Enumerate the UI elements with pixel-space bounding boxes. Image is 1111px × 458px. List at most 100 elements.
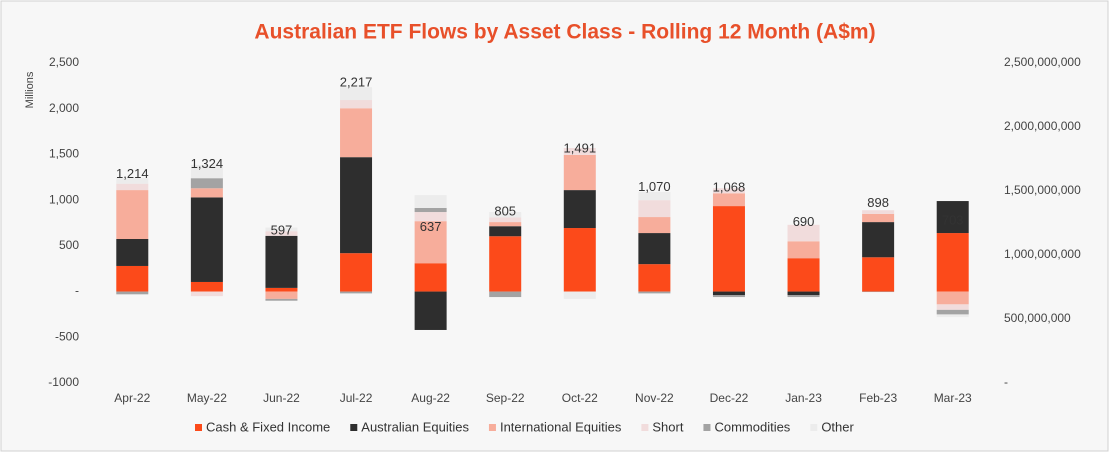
x-tick-label: Dec-22 — [710, 391, 749, 405]
total-label: 805 — [494, 203, 516, 218]
bar-segment — [862, 210, 894, 214]
bar-segment — [191, 178, 223, 188]
bar-segment — [489, 226, 521, 236]
bar-segment — [788, 258, 820, 291]
bar-segment — [937, 304, 969, 309]
bar-segment — [638, 292, 670, 294]
y2-tick-label: 1,000,000,000 — [1004, 247, 1081, 261]
y2-tick-label: 500,000,000 — [1004, 311, 1071, 325]
bar-segment — [415, 263, 447, 291]
legend-label: Short — [652, 419, 683, 434]
total-label: 1,068 — [713, 179, 746, 194]
bar-segment — [191, 292, 223, 297]
bar-segment — [862, 214, 894, 222]
x-tick-label: Aug-22 — [411, 391, 450, 405]
legend-swatch — [195, 424, 202, 431]
total-label: 690 — [793, 214, 815, 229]
bar-segment — [489, 222, 521, 226]
y-tick-label: 1,500 — [49, 147, 79, 161]
total-label: 637 — [420, 219, 442, 234]
bar-segment — [116, 184, 148, 190]
bar-segment — [937, 233, 969, 292]
y-axis-label: Millions — [24, 71, 36, 108]
x-tick-label: Jan-23 — [785, 391, 822, 405]
x-tick-label: Apr-22 — [114, 391, 150, 405]
y-tick-label: -500 — [55, 329, 79, 343]
bar-segment — [116, 292, 148, 295]
bar-segment — [340, 108, 372, 157]
bar-segment — [340, 253, 372, 291]
bar-segment — [116, 190, 148, 239]
x-tick-label: Mar-23 — [934, 391, 972, 405]
legend-swatch — [810, 424, 817, 431]
total-label: 898 — [867, 195, 889, 210]
x-tick-label: Oct-22 — [562, 391, 598, 405]
bar-segment — [116, 266, 148, 292]
bar-segment — [265, 288, 297, 292]
bar-segment — [638, 233, 670, 264]
legend-label: Other — [821, 419, 854, 434]
y-tick-label: 500 — [59, 238, 79, 252]
bar-segment — [713, 193, 745, 206]
bar-segment — [638, 217, 670, 233]
legend-label: Australian Equities — [361, 419, 469, 434]
y2-tick-label: 1,500,000,000 — [1004, 183, 1081, 197]
x-tick-label: Feb-23 — [859, 391, 897, 405]
legend-label: Cash & Fixed Income — [206, 419, 330, 434]
bar-segment — [116, 239, 148, 266]
bar-segment — [937, 314, 969, 317]
y2-tick-label: 2,000,000,000 — [1004, 119, 1081, 133]
bar-segment — [265, 236, 297, 288]
total-label: 597 — [271, 222, 293, 237]
bar-segment — [937, 310, 969, 315]
legend-swatch — [703, 424, 710, 431]
y-tick-label: - — [75, 284, 79, 298]
total-label: 1,070 — [638, 179, 671, 194]
legend-label: Commodities — [714, 419, 790, 434]
y-tick-label: 2,000 — [49, 101, 79, 115]
total-label: 1,214 — [116, 166, 149, 181]
total-label: 1,491 — [564, 141, 597, 156]
y-tick-label: 2,500 — [49, 55, 79, 69]
bar-segment — [265, 299, 297, 301]
bar-segment — [713, 206, 745, 291]
total-label: 703 — [942, 213, 964, 228]
x-tick-label: Jul-22 — [340, 391, 373, 405]
bar-segment — [265, 292, 297, 299]
chart-title: Australian ETF Flows by Asset Class - Ro… — [254, 21, 875, 44]
bar-segment — [340, 100, 372, 108]
bar-segment — [340, 157, 372, 253]
bar-segment — [638, 264, 670, 291]
total-label: 1,324 — [191, 156, 224, 171]
x-tick-label: Jun-22 — [263, 391, 300, 405]
y-tick-label: -1000 — [48, 375, 79, 389]
bar-segment — [191, 282, 223, 292]
bar-segment — [489, 292, 521, 297]
y-tick-label: 1,000 — [49, 192, 79, 206]
legend-swatch — [489, 424, 496, 431]
bar-segment — [788, 295, 820, 297]
bar-segment — [415, 208, 447, 212]
legend-swatch — [641, 424, 648, 431]
x-tick-label: Nov-22 — [635, 391, 674, 405]
y2-tick-label: - — [1004, 375, 1008, 389]
bar-segment — [489, 236, 521, 291]
bar-segment — [713, 295, 745, 297]
x-tick-label: Sep-22 — [486, 391, 525, 405]
x-tick-label: May-22 — [187, 391, 227, 405]
bar-segment — [788, 241, 820, 258]
bar-segment — [713, 292, 745, 296]
bar-segment — [862, 257, 894, 291]
bar-segment — [564, 190, 596, 228]
y2-tick-label: 2,500,000,000 — [1004, 55, 1081, 69]
bar-segment — [638, 200, 670, 217]
bar-segment — [788, 292, 820, 296]
bar-segment — [937, 292, 969, 305]
bar-segment — [564, 292, 596, 299]
bar-segment — [340, 292, 372, 294]
legend-swatch — [350, 424, 357, 431]
bar-segment — [191, 188, 223, 197]
bar-segment — [564, 155, 596, 190]
bar-segment — [415, 292, 447, 330]
